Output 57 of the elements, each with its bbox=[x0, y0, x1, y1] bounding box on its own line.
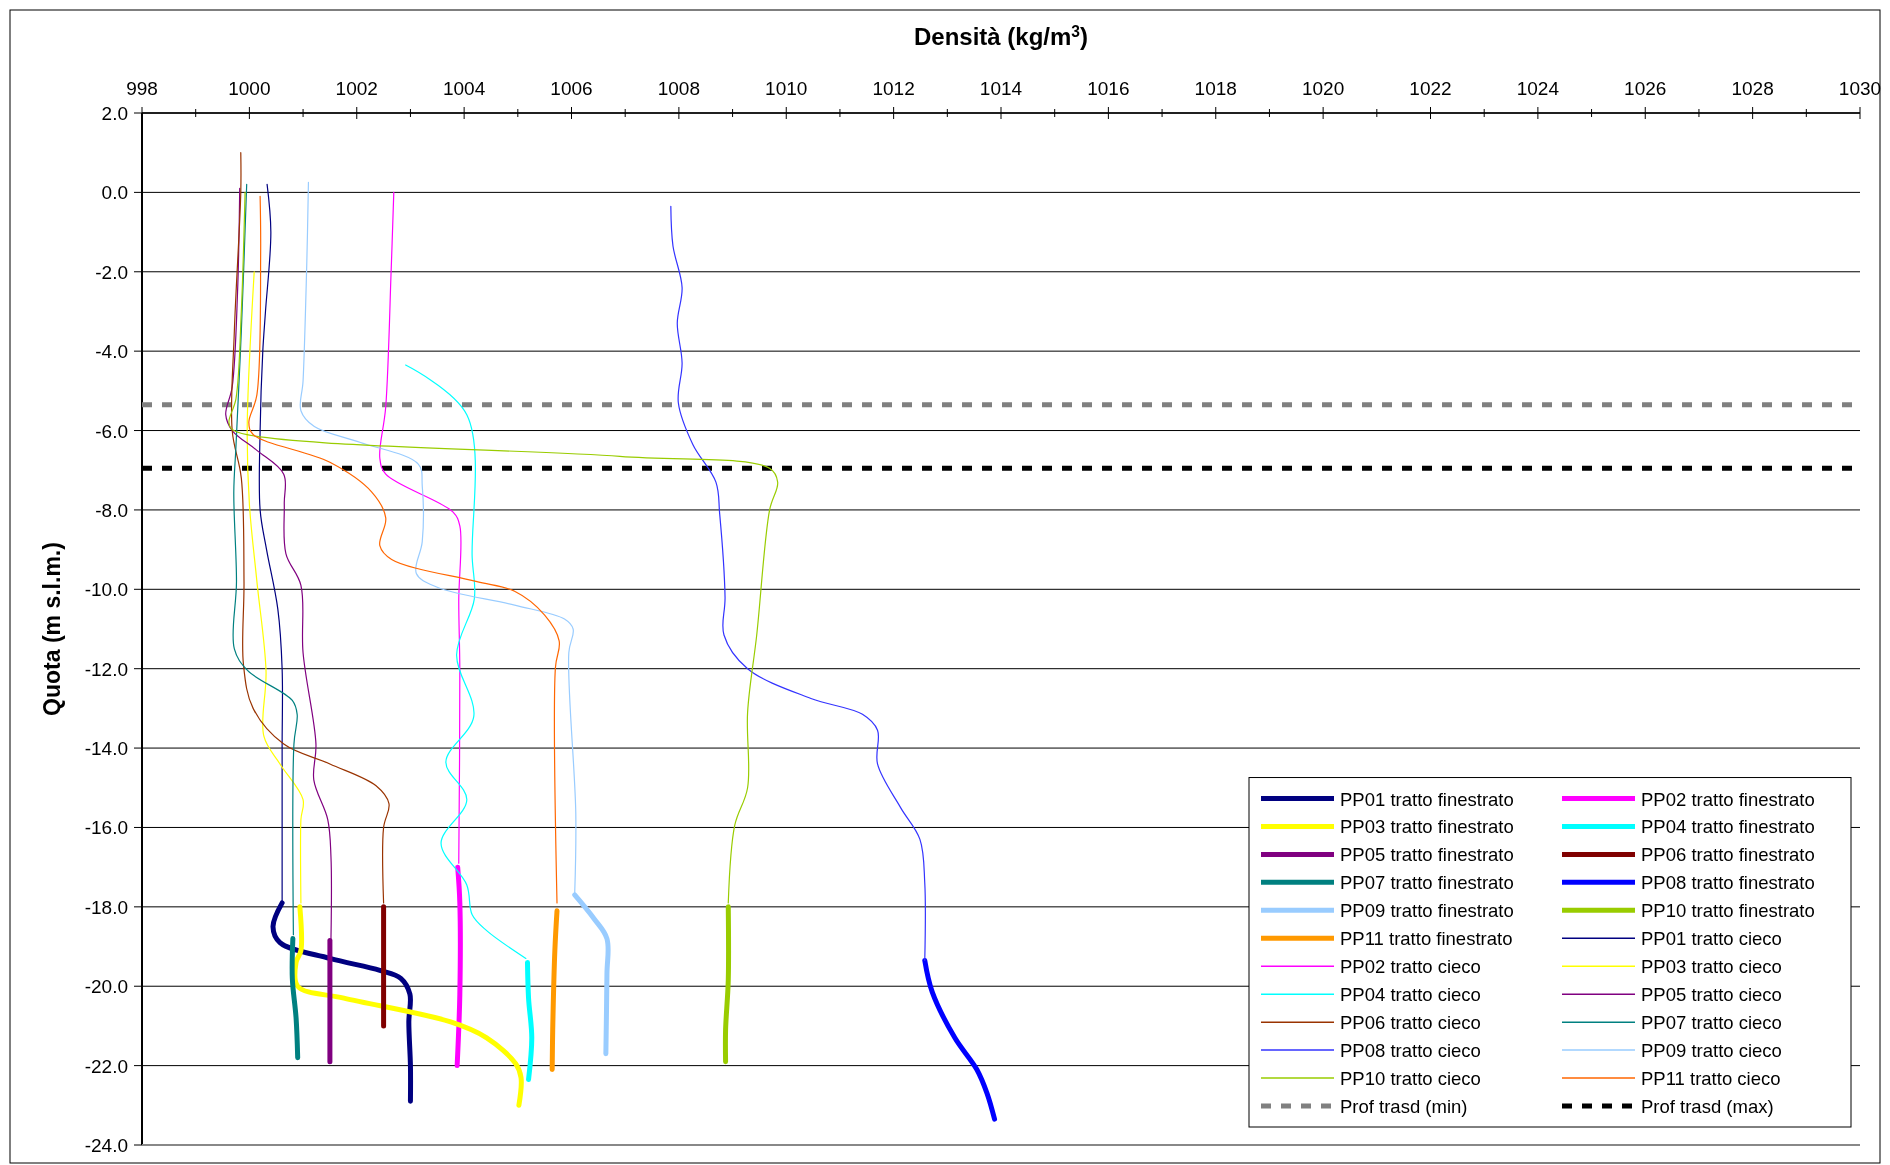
x-tick-label: 1002 bbox=[335, 78, 378, 99]
legend-label: PP08 tratto cieco bbox=[1340, 1040, 1481, 1062]
x-tick-label: 1028 bbox=[1731, 78, 1774, 99]
y-tick-label: -8.0 bbox=[95, 499, 128, 521]
x-tick-label: 1008 bbox=[657, 78, 701, 99]
y-tick-label: -2.0 bbox=[95, 261, 128, 283]
legend-label: PP05 tratto cieco bbox=[1641, 984, 1782, 1006]
y-tick-label: -10.0 bbox=[84, 579, 128, 601]
x-tick-label: 1012 bbox=[872, 78, 915, 99]
y-tick-label: -16.0 bbox=[84, 817, 128, 839]
x-tick-label: 1020 bbox=[1301, 78, 1345, 99]
legend-label: PP11 tratto finestrato bbox=[1340, 928, 1513, 950]
y-axis-title: Quota (m s.l.m.) bbox=[39, 542, 65, 716]
y-tick-label: 0.0 bbox=[101, 182, 128, 204]
x-tick-label: 1018 bbox=[1194, 78, 1237, 99]
legend-label: PP03 tratto finestrato bbox=[1340, 816, 1514, 838]
legend-label: PP10 tratto cieco bbox=[1340, 1068, 1481, 1090]
x-tick-label: 1024 bbox=[1516, 78, 1560, 99]
legend-label: PP04 tratto finestrato bbox=[1641, 816, 1815, 838]
x-tick-label: 998 bbox=[126, 78, 158, 99]
legend-label: PP01 tratto finestrato bbox=[1340, 788, 1514, 810]
y-tick-label: 2.0 bbox=[101, 103, 128, 124]
legend-label: PP06 tratto finestrato bbox=[1641, 844, 1815, 866]
legend-label: PP07 tratto cieco bbox=[1641, 1012, 1782, 1034]
x-tick-label: 1000 bbox=[228, 78, 271, 99]
y-tick-label: -18.0 bbox=[84, 896, 128, 918]
y-tick-label: -14.0 bbox=[84, 738, 128, 760]
x-tick-label: 1030 bbox=[1838, 78, 1882, 99]
legend-label: PP09 tratto cieco bbox=[1641, 1040, 1782, 1062]
y-tick-label: -22.0 bbox=[84, 1055, 128, 1077]
x-tick-label: 1022 bbox=[1409, 78, 1452, 99]
legend-label: PP10 tratto finestrato bbox=[1641, 900, 1815, 922]
x-tick-label: 1016 bbox=[1087, 78, 1130, 99]
chart-title: Densità (kg/m$^{3}$) bbox=[913, 22, 1089, 50]
x-tick-label: 1014 bbox=[979, 78, 1023, 99]
x-tick-label: 1004 bbox=[442, 78, 486, 99]
y-tick-label: -24.0 bbox=[84, 1135, 128, 1156]
x-tick-label: 1006 bbox=[550, 78, 593, 99]
legend-label: PP09 tratto finestrato bbox=[1340, 900, 1514, 922]
x-tick-label: 1026 bbox=[1624, 78, 1667, 99]
legend-label: PP07 tratto finestrato bbox=[1340, 872, 1514, 894]
legend-label: PP02 tratto finestrato bbox=[1641, 788, 1815, 810]
legend-label: Prof trasd (min) bbox=[1340, 1096, 1468, 1118]
legend-label: PP03 tratto cieco bbox=[1641, 956, 1782, 978]
legend-label: PP04 tratto cieco bbox=[1340, 984, 1481, 1006]
x-tick-label: 1010 bbox=[765, 78, 808, 99]
legend-label: PP11 tratto cieco bbox=[1641, 1068, 1781, 1090]
legend-label: Prof trasd (max) bbox=[1641, 1096, 1774, 1118]
y-tick-label: -20.0 bbox=[84, 976, 128, 998]
legend-label: PP05 tratto finestrato bbox=[1340, 844, 1514, 866]
legend-label: PP06 tratto cieco bbox=[1340, 1012, 1481, 1034]
y-tick-label: -12.0 bbox=[84, 658, 128, 680]
legend-label: PP01 tratto cieco bbox=[1641, 928, 1782, 950]
y-tick-label: -6.0 bbox=[95, 420, 128, 442]
y-tick-label: -4.0 bbox=[95, 341, 128, 363]
legend-label: PP02 tratto cieco bbox=[1340, 956, 1481, 978]
legend-label: PP08 tratto finestrato bbox=[1641, 872, 1815, 894]
